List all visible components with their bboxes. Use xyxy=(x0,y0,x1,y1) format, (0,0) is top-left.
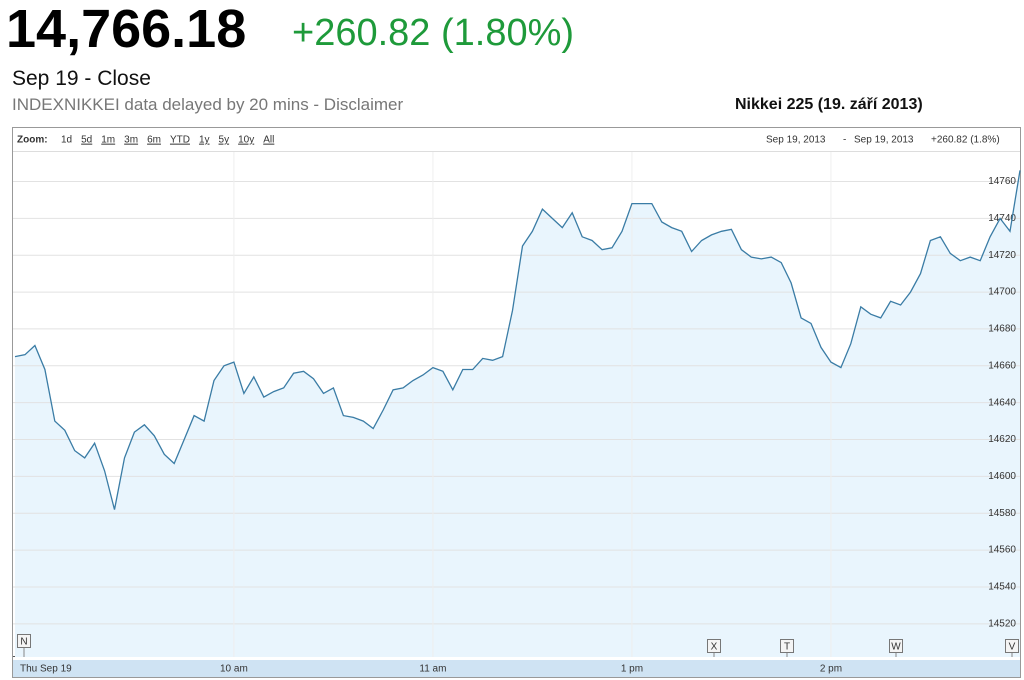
zoom-option[interactable]: 10y xyxy=(238,135,254,146)
price-change: +260.82 (1.80%) xyxy=(292,12,575,54)
event-flag-box[interactable] xyxy=(889,639,903,653)
y-tick-label: 14680 xyxy=(988,324,1016,335)
event-flag[interactable]: X xyxy=(711,642,718,653)
y-tick-label: 14740 xyxy=(988,213,1016,224)
range-separator: - xyxy=(843,135,846,146)
event-flag[interactable]: T xyxy=(784,642,790,653)
price: 14,766.18 xyxy=(6,0,247,59)
y-tick-label: 14600 xyxy=(988,471,1016,482)
event-flag-box[interactable] xyxy=(1005,639,1019,653)
y-tick-label: 14760 xyxy=(988,176,1016,187)
x-tick-label: Thu Sep 19 xyxy=(20,664,72,675)
source-note: INDEXNIKKEI data delayed by 20 mins - Di… xyxy=(12,95,404,114)
x-tick-label: 1 pm xyxy=(621,664,643,675)
chart-title: Nikkei 225 (19. září 2013) xyxy=(735,96,923,113)
x-tick-label: 11 am xyxy=(419,664,446,675)
date: Sep 19 - Close xyxy=(12,67,151,90)
zoom-option[interactable]: YTD xyxy=(170,135,190,146)
line xyxy=(14,170,1021,510)
y-tick-label: 14660 xyxy=(988,360,1016,371)
zoom-option[interactable]: 3m xyxy=(124,135,138,146)
y-tick-label: 14540 xyxy=(988,582,1016,593)
event-flag[interactable]: N xyxy=(20,637,27,648)
y-tick-label: 14700 xyxy=(988,287,1016,298)
event-flag[interactable]: W xyxy=(891,642,901,653)
y-tick-label: 14620 xyxy=(988,434,1016,445)
zoom-label: Zoom: xyxy=(17,135,48,146)
event-flag-box[interactable] xyxy=(780,639,794,653)
zoom-option[interactable]: 1d xyxy=(61,135,72,146)
event-flag-box[interactable] xyxy=(707,639,721,653)
y-tick-label: 14520 xyxy=(988,618,1016,629)
zoom-option[interactable]: 1y xyxy=(199,135,210,146)
range-end: Sep 19, 2013 xyxy=(854,135,914,146)
zoom-option[interactable]: 5d xyxy=(81,135,92,146)
range-change: +260.82 (1.8%) xyxy=(931,135,1000,146)
range-start: Sep 19, 2013 xyxy=(766,135,826,146)
x-axis-strip xyxy=(13,660,1020,677)
y-tick-label: 14560 xyxy=(988,545,1016,556)
event-flag-box[interactable] xyxy=(17,634,31,648)
zoom-option[interactable]: 6m xyxy=(147,135,161,146)
x-tick-label: 10 am xyxy=(220,664,248,675)
zoom-option[interactable]: 5y xyxy=(219,135,230,146)
event-flag[interactable]: V xyxy=(1009,642,1016,653)
y-tick-label: 14720 xyxy=(988,250,1016,261)
zoom-option[interactable]: 1m xyxy=(101,135,115,146)
y-tick-label: 14640 xyxy=(988,397,1016,408)
y-tick-label: 14580 xyxy=(988,508,1016,519)
zoom-option[interactable]: All xyxy=(263,135,274,146)
x-tick-label: 2 pm xyxy=(820,664,842,675)
